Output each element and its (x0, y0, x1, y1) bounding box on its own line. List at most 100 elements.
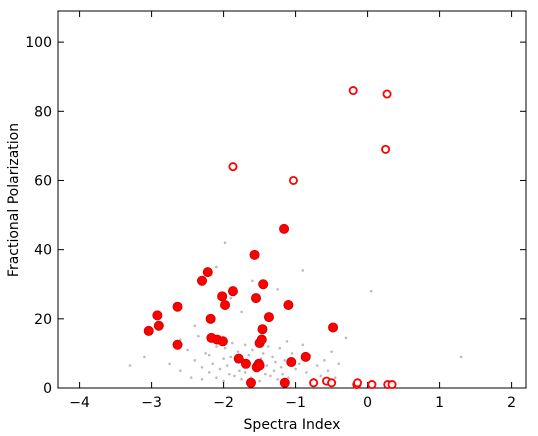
background-point (238, 369, 241, 373)
open-data-point (228, 162, 238, 172)
background-point (225, 364, 229, 367)
background-point (179, 369, 182, 373)
background-point (215, 376, 218, 379)
background-point (276, 378, 279, 381)
filled-data-point (152, 310, 163, 321)
filled-data-point (217, 291, 228, 302)
filled-data-point (220, 299, 231, 310)
filled-data-point (196, 275, 207, 286)
background-point (143, 355, 146, 359)
background-point (222, 357, 225, 360)
y-tick-label: 60 (34, 173, 52, 189)
background-point (276, 288, 279, 291)
background-point (265, 364, 269, 367)
background-point (337, 362, 341, 366)
plot-area-frame (57, 10, 527, 389)
y-tick-label: 20 (34, 312, 52, 328)
x-tick-label: −2 (213, 395, 234, 411)
filled-data-point (172, 339, 183, 350)
open-data-point (382, 89, 392, 99)
open-data-point (348, 86, 358, 96)
open-data-point (381, 144, 391, 154)
background-point (200, 365, 204, 369)
background-point (274, 360, 277, 364)
filled-data-point (227, 286, 238, 297)
background-point (186, 348, 189, 352)
background-point (204, 352, 207, 355)
background-point (228, 372, 231, 376)
background-point (266, 345, 270, 348)
background-point (243, 343, 247, 347)
x-tick-label: 0 (363, 395, 372, 411)
filled-data-point (172, 301, 183, 312)
background-point (264, 372, 267, 376)
y-tick-label: 40 (34, 243, 52, 259)
filled-data-point (205, 313, 216, 324)
background-point (223, 241, 227, 245)
filled-data-point (250, 293, 261, 304)
background-point (128, 364, 132, 367)
background-point (315, 364, 319, 367)
background-point (344, 336, 348, 340)
background-point (197, 334, 200, 338)
background-point (294, 367, 297, 371)
x-tick-label: −3 (141, 395, 162, 411)
background-point (233, 374, 236, 378)
background-point (330, 350, 333, 353)
background-point (326, 369, 330, 373)
filled-data-point (245, 377, 256, 388)
background-point (229, 355, 233, 359)
background-point (222, 379, 225, 383)
background-point (230, 341, 234, 345)
background-point (215, 265, 218, 269)
background-point (301, 343, 305, 347)
background-point (269, 374, 272, 378)
background-point (193, 359, 197, 362)
background-point (215, 345, 218, 348)
x-tick-label: −1 (285, 395, 306, 411)
background-point (285, 340, 289, 343)
filled-data-point (153, 320, 164, 331)
background-point (323, 359, 326, 362)
background-point (459, 355, 463, 359)
filled-data-point (300, 351, 311, 362)
filled-data-point (202, 267, 213, 278)
marker-layer (143, 86, 397, 390)
background-points-layer (128, 241, 463, 383)
filled-data-point (249, 249, 260, 260)
background-point (179, 338, 182, 341)
background-point (271, 355, 274, 359)
filled-data-point (279, 223, 290, 234)
y-tick-label: 80 (34, 104, 52, 120)
background-point (218, 367, 222, 371)
filled-data-point (240, 358, 251, 369)
background-point (297, 362, 301, 366)
background-point (272, 369, 276, 373)
background-point (251, 348, 254, 352)
background-point (278, 346, 282, 350)
background-point (236, 350, 240, 353)
y-tick-label: 0 (43, 381, 52, 397)
filled-data-point (256, 334, 267, 345)
filled-data-point (254, 360, 265, 371)
background-point (287, 376, 290, 379)
y-tick-label: 100 (25, 35, 52, 51)
background-point (258, 379, 261, 383)
open-data-point (367, 380, 377, 390)
filled-data-point (283, 299, 294, 310)
filled-data-point (257, 324, 268, 335)
background-point (247, 353, 251, 357)
background-point (333, 376, 337, 379)
filled-data-point (263, 312, 274, 323)
background-point (290, 352, 294, 355)
filled-data-point (286, 357, 297, 368)
background-point (229, 296, 233, 300)
background-point (240, 378, 243, 381)
filled-data-point (233, 353, 244, 364)
background-point (281, 372, 284, 376)
background-point (283, 359, 287, 362)
open-data-point (309, 378, 319, 388)
open-data-point (353, 378, 363, 388)
background-point (319, 374, 323, 378)
